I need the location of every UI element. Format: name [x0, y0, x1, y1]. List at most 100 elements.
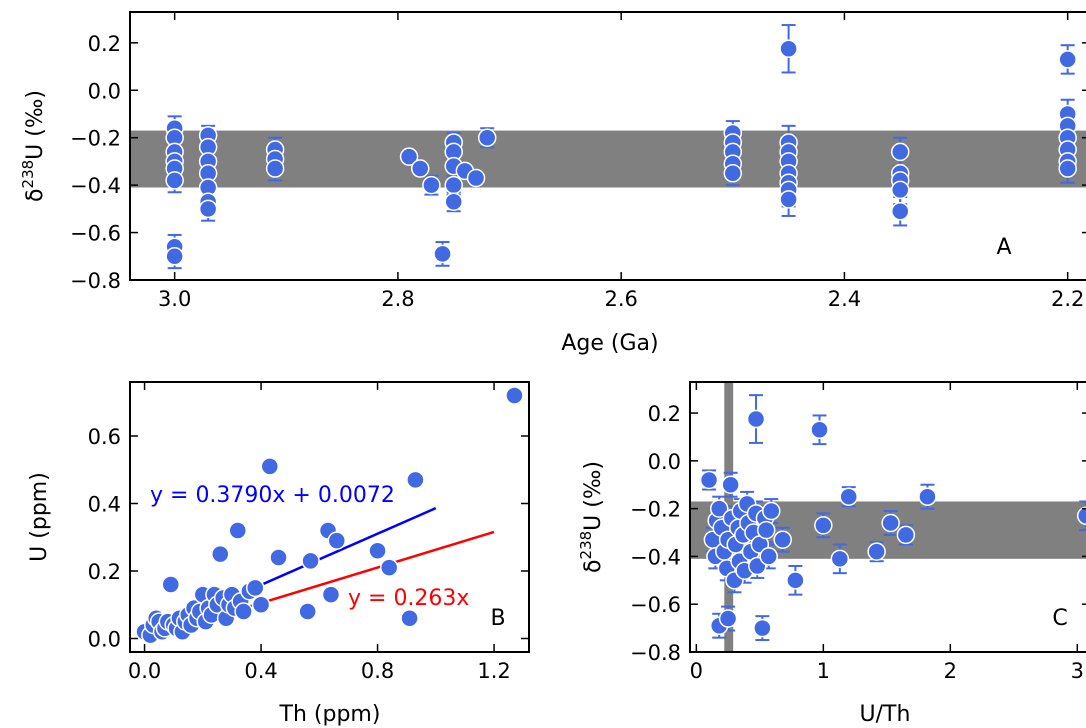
- panel-c-letter: C: [1052, 606, 1067, 631]
- panel-b: 0.0 0.4 0.8 1.2 0.0 0.2 0.4 0.6 Th (ppm) U (ppm…: [27, 381, 530, 727]
- panel-a: 3.0 2.8 2.6 2.4 2.2 0.2 0.0 −0.2 −0.4 −0.6 −0.8 Ag…: [19, 11, 1086, 356]
- panel-a-data-point: [410, 159, 430, 178]
- panel-b-data-point: [161, 575, 181, 594]
- panel-c-data-point: [709, 499, 729, 518]
- panel-b-data-point: [505, 386, 524, 405]
- panel-b-data-point: [298, 602, 317, 621]
- panel-a-data-point: [444, 192, 463, 211]
- panel-a-x-tick-label: 2.8: [381, 287, 414, 311]
- panel-b-x-tick-label: 0.4: [244, 659, 277, 683]
- panel-c-y-tick-label: −0.8: [630, 641, 681, 665]
- panel-a-data-point: [477, 128, 497, 147]
- panel-c-data-point: [721, 475, 740, 494]
- panel-a-y-tick-label: 0.2: [88, 32, 121, 56]
- panel-b-data-point: [228, 521, 248, 540]
- panel-a-data-point: [1058, 50, 1077, 69]
- panel-b-y-axis-label: U (ppm): [27, 472, 52, 562]
- panel-b-data-point: [269, 548, 288, 567]
- panel-a-y-tick-label: −0.6: [70, 222, 121, 246]
- panel-a-letter: A: [996, 235, 1011, 260]
- panel-c-data-point: [814, 516, 833, 535]
- panel-c-data-point: [753, 618, 772, 638]
- panel-a-x-tick-label: 3.0: [158, 287, 191, 311]
- panel-c-data-point: [759, 547, 778, 566]
- panel-b-data-point: [245, 578, 265, 598]
- panel-b-x-axis-label: Th (ppm): [279, 702, 381, 727]
- panel-a-data-point: [165, 247, 184, 266]
- panel-c-y-label-superscript: 238: [577, 531, 595, 560]
- panel-c-x-tick-label: 1: [817, 659, 830, 683]
- panel-a-y-label-delta: δ: [23, 188, 48, 201]
- panel-a-data-point: [399, 147, 419, 166]
- panel-c-data-point: [867, 542, 886, 561]
- panel-a-data-point: [890, 142, 910, 162]
- panel-c: 0 1 2 3 0.2 0.0 −0.2 −0.4 −0.6 −0.8 U/Th δ238U (‰…: [577, 381, 1086, 727]
- panel-a-plot-area: [130, 24, 1086, 270]
- panel-c-data-point: [810, 420, 829, 440]
- panel-b-data-point: [260, 457, 280, 476]
- panel-c-data-point: [718, 609, 738, 628]
- panel-a-data-point: [779, 39, 798, 59]
- panel-b-red-fit-label: y = 0.263x: [348, 586, 469, 611]
- panel-b-data-point: [251, 595, 271, 614]
- panel-a-data-point: [779, 190, 798, 209]
- panel-c-data-point: [830, 549, 850, 569]
- panel-a-x-tick-label: 2.6: [604, 287, 637, 311]
- panel-b-y-tick-label: 0.2: [88, 560, 121, 584]
- panel-a-data-point: [422, 175, 441, 195]
- panel-a-frame: [129, 11, 1086, 281]
- panel-a-data-point: [265, 159, 285, 178]
- panel-c-y-axis-label: δ238U (‰): [577, 461, 606, 573]
- panel-b-x-tick-label: 0.0: [128, 659, 161, 683]
- panel-a-data-point: [890, 180, 910, 200]
- panel-a-y-tick-label: 0.0: [88, 79, 121, 103]
- panel-c-data-point: [918, 487, 937, 506]
- panel-a-x-tick-label: 2.2: [1051, 287, 1084, 311]
- panel-a-data-point: [444, 175, 463, 195]
- panel-a-y-tick-label: −0.4: [70, 174, 121, 198]
- panel-a-data-point: [1058, 159, 1077, 178]
- panel-b-y-tick-label: 0.6: [88, 425, 121, 449]
- panel-b-x-tick-label: 0.8: [361, 659, 394, 683]
- panel-b-data-point: [211, 544, 230, 564]
- panel-c-data-point: [839, 487, 858, 506]
- panel-c-data-point: [773, 530, 792, 549]
- panel-c-y-label-rest: U (‰): [581, 461, 606, 531]
- panel-c-y-tick-label: −0.4: [630, 545, 681, 569]
- panel-b-plot-area: [135, 386, 524, 645]
- panel-b-frame: [129, 381, 530, 653]
- panel-b-data-point: [400, 609, 419, 628]
- panel-b-y-tick-label: 0.4: [88, 493, 121, 517]
- panel-c-y-tick-label: 0.0: [648, 450, 681, 474]
- panel-a-data-point: [723, 164, 743, 183]
- panel-c-frame: [689, 381, 1086, 653]
- panel-b-data-point: [321, 585, 341, 604]
- panel-a-data-point: [198, 199, 218, 219]
- panel-a-data-point: [433, 244, 452, 264]
- panel-c-data-point: [746, 409, 766, 429]
- panel-c-data-point: [762, 501, 781, 521]
- panel-a-y-tick-label: −0.2: [70, 127, 121, 151]
- panel-b-data-point: [301, 551, 320, 571]
- panel-c-y-tick-label: −0.2: [630, 498, 681, 522]
- panel-c-x-tick-label: 0: [690, 659, 703, 683]
- panel-c-y-tick-label: −0.6: [630, 593, 681, 617]
- panel-a-y-label-rest: U (‰): [23, 90, 48, 160]
- panel-c-x-tick-label: 3: [1071, 659, 1084, 683]
- panel-a-y-tick-label: −0.8: [70, 269, 121, 293]
- panel-c-y-tick-label: 0.2: [648, 402, 681, 426]
- panel-c-data-point: [896, 525, 916, 545]
- panel-b-data-point: [368, 541, 387, 560]
- panel-a-y-axis-label: δ238U (‰): [19, 90, 48, 202]
- panel-a-x-axis-label: Age (Ga): [561, 331, 658, 356]
- panel-c-x-tick-label: 2: [944, 659, 957, 683]
- panel-a-data-point: [466, 168, 486, 188]
- panel-c-plot-area: [690, 382, 1086, 652]
- panel-b-data-point: [406, 470, 425, 490]
- panel-b-letter: B: [490, 606, 505, 631]
- panel-a-data-point: [165, 171, 184, 190]
- panel-c-x-axis-label: U/Th: [860, 702, 911, 727]
- panel-c-data-point: [756, 520, 776, 540]
- panel-a-data-point: [890, 201, 910, 221]
